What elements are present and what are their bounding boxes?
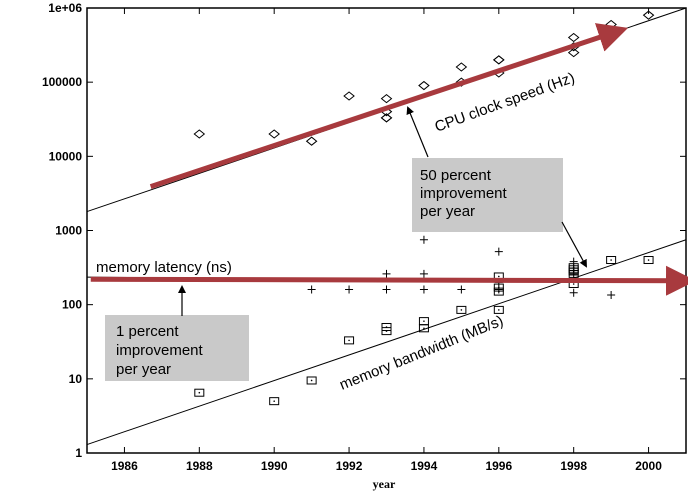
point-memory-bandwidth-dot: [572, 266, 575, 269]
pointer-arrow-bandwidth: [561, 221, 587, 268]
point-cpu-clock: [305, 136, 318, 146]
point-memory-bandwidth-dot: [273, 400, 275, 402]
point-memory-bandwidth: [344, 336, 355, 345]
annotation-box-50-percent: [412, 158, 563, 232]
point-cpu-clock: [567, 32, 580, 43]
point-memory-bandwidth-dot: [647, 259, 650, 261]
axis-ticks: 1986 1988 1990 1992 1994 1996 1998 2000 1 10 100 10…: [42, 1, 686, 473]
point-memory-latency: [382, 269, 391, 278]
point-memory-bandwidth-dot: [198, 391, 201, 394]
point-memory-latency: [569, 288, 578, 297]
y-tick-label: 10: [69, 372, 83, 386]
y-tick-label: 10000: [49, 149, 83, 163]
y-tick-label: 1: [75, 446, 82, 460]
x-tick-label: 1998: [560, 459, 587, 473]
pointer-arrow-cpu: [406, 106, 429, 158]
x-tick-label: 1988: [186, 459, 213, 473]
box-1-line-2: improvement: [116, 342, 204, 359]
point-memory-bandwidth: [418, 317, 429, 326]
point-cpu-clock: [567, 48, 580, 58]
x-tick-label: 1990: [261, 459, 288, 473]
point-cpu-clock: [455, 62, 468, 72]
plot-area: [86, 7, 687, 454]
x-tick-label: 2000: [635, 459, 662, 473]
point-cpu-clock: [418, 80, 430, 91]
point-memory-bandwidth-dot: [572, 268, 575, 271]
point-cpu-clock: [642, 10, 655, 20]
box-50-line-2: improvement: [420, 185, 508, 202]
label-cpu-clock: CPU clock speed (Hz): [433, 69, 577, 135]
x-tick-label: 1994: [411, 459, 438, 473]
y-tick-label: 100: [62, 298, 82, 312]
point-memory-bandwidth-dot: [498, 286, 500, 289]
point-memory-bandwidth: [194, 388, 205, 397]
x-tick-label: 1996: [485, 459, 512, 473]
growth-arrows: [90, 23, 688, 296]
box-1-line-1: 1 percent: [116, 323, 179, 340]
point-memory-bandwidth-dot: [610, 259, 612, 261]
point-memory-latency: [307, 285, 316, 294]
point-memory-bandwidth: [493, 283, 504, 292]
point-memory-latency: [457, 285, 466, 294]
box-50-line-1: 50 percent: [420, 167, 492, 184]
point-memory-bandwidth: [381, 327, 392, 336]
point-memory-bandwidth: [493, 305, 504, 314]
box-1-line-3: per year: [116, 361, 171, 378]
point-cpu-clock: [343, 91, 355, 101]
point-memory-bandwidth-dot: [310, 379, 313, 382]
point-memory-bandwidth: [306, 376, 317, 385]
point-memory-bandwidth: [643, 256, 654, 265]
point-cpu-clock: [193, 129, 206, 139]
point-memory-bandwidth-dot: [423, 327, 425, 330]
point-cpu-clock: [493, 55, 505, 65]
point-memory-bandwidth-dot: [385, 330, 388, 332]
point-memory-bandwidth-dot: [572, 273, 575, 275]
x-tick-label: 1992: [336, 459, 363, 473]
point-cpu-clock: [380, 113, 393, 123]
point-memory-bandwidth: [568, 263, 579, 272]
point-memory-latency: [607, 291, 616, 299]
trend-line-2: [86, 239, 687, 446]
point-cpu-clock: [605, 19, 617, 30]
point-memory-bandwidth-dot: [348, 339, 350, 342]
point-memory-bandwidth-dot: [498, 275, 500, 278]
growth-arrow-0: [149, 23, 629, 190]
x-axis-label: year: [373, 477, 396, 491]
point-memory-latency: [345, 285, 354, 294]
point-memory-bandwidth-dot: [423, 320, 425, 322]
point-cpu-clock: [493, 55, 505, 65]
point-memory-bandwidth: [606, 256, 617, 265]
point-memory-latency: [494, 247, 503, 256]
annotation-box-1-percent: [105, 315, 249, 381]
y-tick-label: 1000: [55, 224, 82, 238]
point-memory-bandwidth-dot: [572, 283, 575, 285]
y-tick-label: 1e+06: [48, 1, 82, 15]
point-memory-latency: [419, 235, 428, 244]
point-memory-latency: [382, 285, 391, 294]
point-cpu-clock: [380, 93, 393, 104]
x-tick-label: 1986: [111, 459, 138, 473]
point-memory-bandwidth-dot: [498, 309, 500, 311]
point-memory-bandwidth: [269, 397, 280, 406]
point-memory-latency: [419, 285, 428, 294]
label-memory-latency: memory latency (ns): [96, 259, 232, 276]
point-memory-bandwidth-dot: [460, 309, 463, 311]
box-50-line-3: per year: [420, 203, 475, 220]
point-memory-latency: [419, 269, 428, 278]
growth-arrow-1: [90, 265, 688, 296]
point-cpu-clock: [268, 129, 280, 139]
point-memory-bandwidth: [456, 305, 467, 314]
y-tick-label: 100000: [42, 75, 82, 89]
